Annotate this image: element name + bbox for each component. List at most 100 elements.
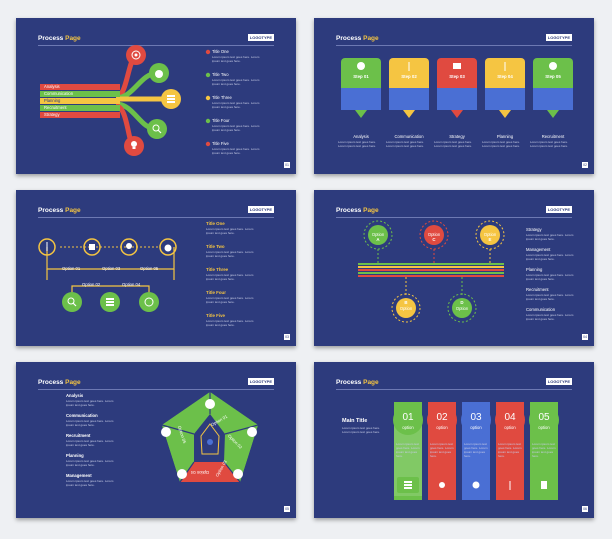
pentagon-diagram <box>161 392 259 483</box>
label-planning: Planning <box>496 134 514 139</box>
opt-02: option <box>436 425 448 430</box>
slide-title: Process Page <box>38 35 81 42</box>
slide-title: Process Page <box>336 35 379 42</box>
divider <box>38 45 274 46</box>
page-number: 06 <box>582 506 588 512</box>
label-recruitment: Recruitment <box>526 287 549 292</box>
step-01: Step 01 <box>353 74 369 79</box>
logo: LOGOTYPE <box>247 378 274 385</box>
label-planning: Planning <box>526 267 543 272</box>
band-communication <box>40 91 120 97</box>
logo: LOGOTYPE <box>545 378 572 385</box>
tag-analysis: Analysis <box>44 84 60 89</box>
num-04: 04 <box>504 412 516 423</box>
option-03: Option 03 <box>102 266 121 271</box>
num-01: 01 <box>402 412 414 423</box>
band-recruitment <box>40 105 120 111</box>
timeline-diagram <box>358 220 505 323</box>
label-strategy: Strategy <box>449 134 465 139</box>
title-two: Title Two <box>212 72 229 77</box>
tag-recruitment: Recruitment <box>44 105 67 110</box>
pin-e-label: Option <box>483 232 497 237</box>
option-04: Option 04 <box>191 470 210 475</box>
option-05: Option 05 <box>140 266 159 271</box>
slide-4[interactable]: Process Page LOGOTYPE Option A Option C … <box>314 190 594 346</box>
tag-communication: Communication <box>44 91 74 96</box>
pin-b-label: Option <box>399 306 413 311</box>
opt-05: option <box>538 425 550 430</box>
pin-a-letter: A <box>376 237 380 242</box>
opt-04: option <box>504 425 516 430</box>
divider <box>336 389 572 390</box>
band-planning <box>40 98 120 104</box>
label-management: Management <box>526 247 551 252</box>
option-02: Option 02 <box>82 282 101 287</box>
tag-planning: Planning <box>44 98 61 103</box>
label-recruitment: Recruitment <box>541 134 565 139</box>
num-05: 05 <box>538 412 550 423</box>
pin-c-label: Option <box>427 232 441 237</box>
slide-5[interactable]: Process Page LOGOTYPE Option 01 Option 0… <box>16 362 296 518</box>
opt-01: option <box>402 425 414 430</box>
divider <box>38 217 274 218</box>
label-recruitment: Recruitment <box>66 433 91 438</box>
logo: LOGOTYPE <box>247 34 274 41</box>
pin-c-letter: C <box>432 237 436 242</box>
slide-title: Process Page <box>336 207 379 214</box>
opt-03: option <box>470 425 482 430</box>
page-number: 03 <box>284 334 290 340</box>
divider <box>336 45 572 46</box>
band-strategy <box>40 112 120 118</box>
logo: LOGOTYPE <box>545 34 572 41</box>
label-communication: Communication <box>394 134 424 139</box>
label-analysis: Analysis <box>353 134 369 139</box>
step-04: Step 04 <box>497 74 513 79</box>
band-analysis <box>40 84 120 90</box>
page-number: 02 <box>582 162 588 168</box>
num-03: 03 <box>470 412 482 423</box>
label-planning: Planning <box>66 453 84 458</box>
label-management: Management <box>66 473 92 478</box>
title-three: Title Three <box>212 95 232 100</box>
step-03: Step 03 <box>449 74 465 79</box>
pin-d-letter: D <box>460 300 464 305</box>
pin-e-letter: E <box>488 237 492 242</box>
title-four: Title Four <box>212 118 230 123</box>
slide-title: Process Page <box>38 379 81 386</box>
num-02: 02 <box>436 412 448 423</box>
title-one: Title One <box>212 49 229 54</box>
slide-3[interactable]: Process Page LOGOTYPE Option 01 Option 0… <box>16 190 296 346</box>
slide-title: Process Page <box>336 379 379 386</box>
slide-1[interactable]: Process Page LOGOTYPE Analysis <box>16 18 296 174</box>
slide-2[interactable]: Process Page LOGOTYPE <box>314 18 594 174</box>
title-four: Title Four <box>206 290 226 295</box>
label-communication: Communication <box>66 413 98 418</box>
label-strategy: Strategy <box>526 227 542 232</box>
title-five: Title Five <box>206 313 225 318</box>
slide-title: Process Page <box>38 207 81 214</box>
columns-diagram <box>393 402 559 500</box>
options-diagram <box>38 238 177 312</box>
divider <box>336 217 572 218</box>
page-number: 04 <box>582 334 588 340</box>
page-number: 01 <box>284 162 290 168</box>
tag-strategy: Strategy <box>44 112 60 117</box>
logo: LOGOTYPE <box>247 206 274 213</box>
step-05: Step 05 <box>545 74 561 79</box>
option-04: Option 04 <box>122 282 141 287</box>
title-one: Title One <box>206 221 225 226</box>
title-two: Title Two <box>206 244 225 249</box>
pin-b-letter: B <box>404 300 408 305</box>
main-title: Main Title <box>342 418 368 424</box>
step-02: Step 02 <box>401 74 417 79</box>
divider <box>38 389 274 390</box>
pin-a-label: Option <box>371 232 385 237</box>
slide-6[interactable]: Process Page LOGOTYPE Main Title Lorem i… <box>314 362 594 518</box>
option-01: Option 01 <box>62 266 81 271</box>
page-number: 05 <box>284 506 290 512</box>
branch-diagram <box>40 45 211 156</box>
steps-diagram <box>341 58 573 118</box>
label-communication: Communication <box>526 307 556 312</box>
pin-d-label: Option <box>455 306 469 311</box>
title-three: Title Three <box>206 267 229 272</box>
